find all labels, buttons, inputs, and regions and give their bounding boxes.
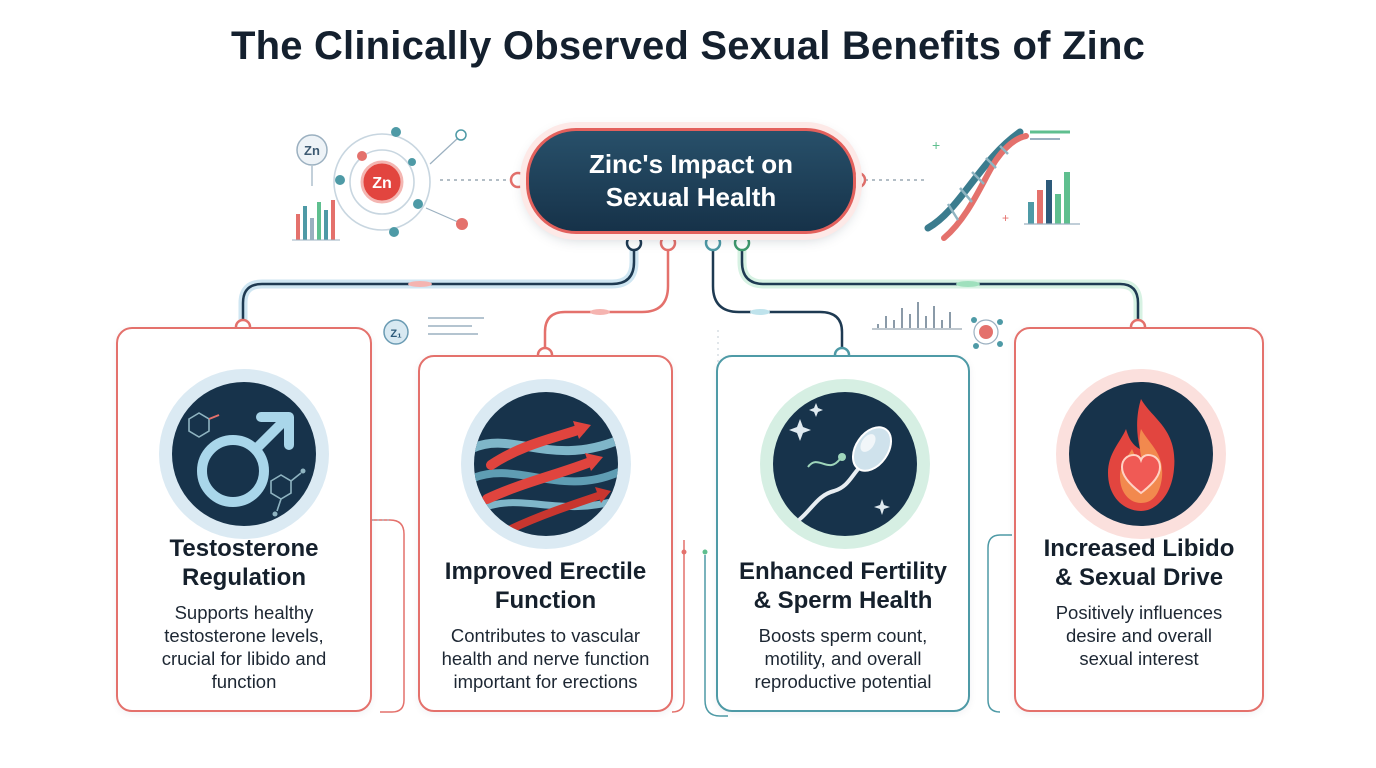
- dna-chart-decoration: + +: [924, 128, 1080, 241]
- zinc-atom-decoration: Zn Zn: [292, 127, 468, 241]
- benefit-description: Boosts sperm count, motility, and overal…: [754, 625, 932, 692]
- benefit-title: Testosterone Regulation: [169, 535, 319, 591]
- benefit-description: Contributes to vascular health and nerve…: [441, 625, 650, 692]
- blood-flow-arrows-icon: [461, 379, 631, 549]
- zinc-nucleus-label: Zn: [372, 175, 392, 192]
- flame-heart-icon: [1056, 369, 1226, 539]
- benefit-card-testosterone: Testosterone Regulation Supports healthy…: [116, 327, 372, 712]
- dna-helix-icon: [924, 128, 1029, 241]
- benefit-title: Enhanced Fertility & Sperm Health: [738, 558, 948, 614]
- benefit-card-fertility: Enhanced Fertility & Sperm Health Boosts…: [716, 355, 970, 712]
- mini-bar: [317, 202, 321, 240]
- zinc-badge-label: Zn: [304, 143, 320, 158]
- hub-node: Zinc's Impact on Sexual Health: [526, 128, 856, 234]
- svg-text:+: +: [932, 137, 940, 153]
- svg-text:+: +: [1002, 211, 1009, 225]
- mini-bar: [331, 200, 335, 240]
- zinc-badge-icon: [296, 134, 328, 166]
- benefit-title: Improved Erectile Function: [444, 558, 647, 614]
- zinc-nucleus-icon: [360, 160, 404, 204]
- benefit-title: Increased Libido & Sexual Drive: [1043, 535, 1235, 591]
- mini-bar: [303, 206, 307, 240]
- waveform-decoration: [872, 302, 1003, 349]
- benefit-card-libido: Increased Libido & Sexual Drive Positive…: [1014, 327, 1264, 712]
- mini-bar: [296, 214, 300, 240]
- benefit-description: Supports healthy testosterone levels, cr…: [161, 602, 327, 692]
- zinc-small-icon: [383, 319, 409, 345]
- benefit-description: Positively influences desire and overall…: [1055, 602, 1223, 669]
- zinc-marker-decoration: Z₁: [383, 317, 484, 345]
- mini-bar: [324, 210, 328, 240]
- sperm-cell-icon: [760, 379, 930, 549]
- bar-chart-icon: [1024, 130, 1080, 225]
- page-title: The Clinically Observed Sexual Benefits …: [230, 24, 1146, 68]
- hub-title-line-1: Zinc's Impact on: [588, 149, 794, 179]
- mini-bar: [310, 218, 314, 240]
- male-symbol-icon: [159, 369, 329, 539]
- zinc-small-label: Z₁: [390, 328, 402, 340]
- network-node-icon: [971, 317, 1003, 349]
- hub-title-line-2: Sexual Health: [605, 182, 777, 212]
- benefit-card-erectile: Improved Erectile Function Contributes t…: [418, 355, 673, 712]
